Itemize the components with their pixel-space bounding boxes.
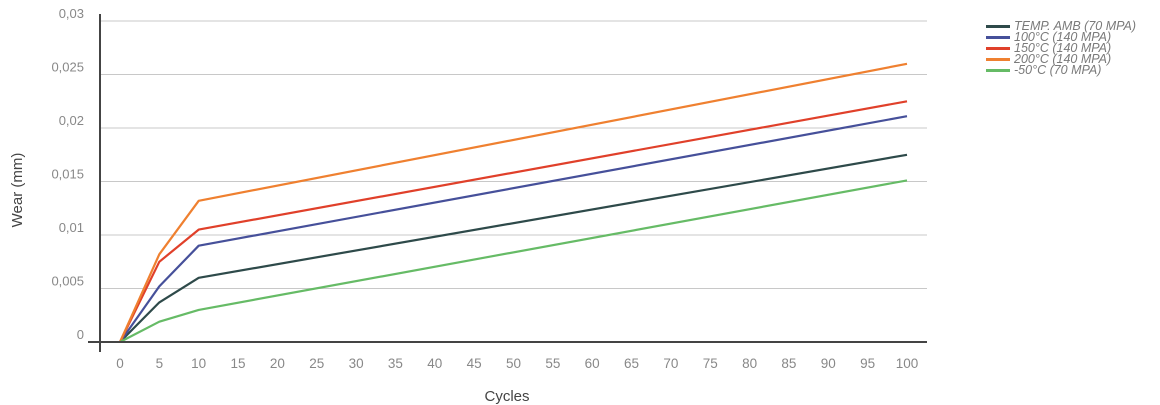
legend-swatch	[986, 25, 1010, 28]
x-tick-label: 25	[309, 356, 324, 371]
x-tick-label: 70	[663, 356, 678, 371]
y-tick-label: 0,005	[51, 274, 84, 289]
x-tick-label: 40	[427, 356, 442, 371]
legend-label: -50°C (70 MPA)	[1014, 63, 1102, 77]
legend-swatch	[986, 36, 1010, 39]
series-line-4	[118, 62, 908, 343]
series-line-5	[119, 179, 908, 343]
legend-swatch	[986, 58, 1010, 61]
x-tick-label: 50	[506, 356, 521, 371]
y-tick-label: 0,015	[51, 167, 84, 182]
grid-lines	[100, 20, 927, 289]
x-tick-label: 90	[821, 356, 836, 371]
x-axis-title: Cycles	[484, 388, 529, 405]
x-tick-label: 30	[349, 356, 364, 371]
legend: TEMP. AMB (70 MPA) 100°C (140 MPA) 150°C (…	[986, 19, 1137, 77]
y-axis-title: Wear (mm)	[9, 153, 26, 228]
x-tick-label: 0	[116, 356, 124, 371]
y-tick-label: 0,02	[59, 113, 84, 128]
axes	[88, 14, 927, 352]
legend-item: TEMP. AMB (70 MPA)	[986, 19, 1137, 33]
legend-item: 100°C (140 MPA)	[986, 30, 1136, 44]
x-tick-label: 75	[703, 356, 718, 371]
legend-swatch	[986, 47, 1010, 50]
x-tick-label: 45	[467, 356, 482, 371]
x-tick-label: 55	[545, 356, 560, 371]
y-tick-label: 0,025	[51, 60, 84, 75]
legend-item: 200°C (140 MPA)	[986, 52, 1136, 66]
legend-label: 150°C (140 MPA)	[1014, 41, 1112, 55]
x-tick-label: 15	[231, 356, 246, 371]
legend-item: 150°C (140 MPA)	[986, 41, 1136, 55]
legend-swatch	[986, 69, 1010, 72]
x-tick-label: 35	[388, 356, 403, 371]
y-tick-labels: 0 0,005 0,01 0,015 0,02 0,025 0,03	[51, 6, 84, 342]
x-tick-label: 100	[896, 356, 919, 371]
x-tick-label: 65	[624, 356, 639, 371]
x-tick-label: 5	[156, 356, 164, 371]
legend-item: -50°C (70 MPA)	[986, 63, 1136, 77]
x-tick-label: 85	[781, 356, 796, 371]
x-tick-labels: 0 5 10 15 20 25 30 35 40 45 50 55 60 65 70 75 80 85 90 95 10…	[116, 356, 918, 371]
x-tick-label: 20	[270, 356, 285, 371]
series-line-3	[119, 100, 908, 343]
legend-label: 100°C (140 MPA)	[1014, 30, 1112, 44]
series-line-1	[119, 153, 908, 343]
x-tick-label: 80	[742, 356, 757, 371]
series-line-2	[119, 115, 908, 343]
x-tick-label: 95	[860, 356, 875, 371]
y-tick-label: 0	[77, 327, 84, 342]
legend-label: 200°C (140 MPA)	[1014, 52, 1112, 66]
series-lines	[118, 62, 908, 343]
y-tick-label: 0,03	[59, 6, 84, 21]
y-tick-label: 0,01	[59, 220, 84, 235]
legend-label: TEMP. AMB (70 MPA)	[1014, 19, 1137, 33]
x-tick-label: 10	[191, 356, 206, 371]
x-tick-label: 60	[585, 356, 600, 371]
